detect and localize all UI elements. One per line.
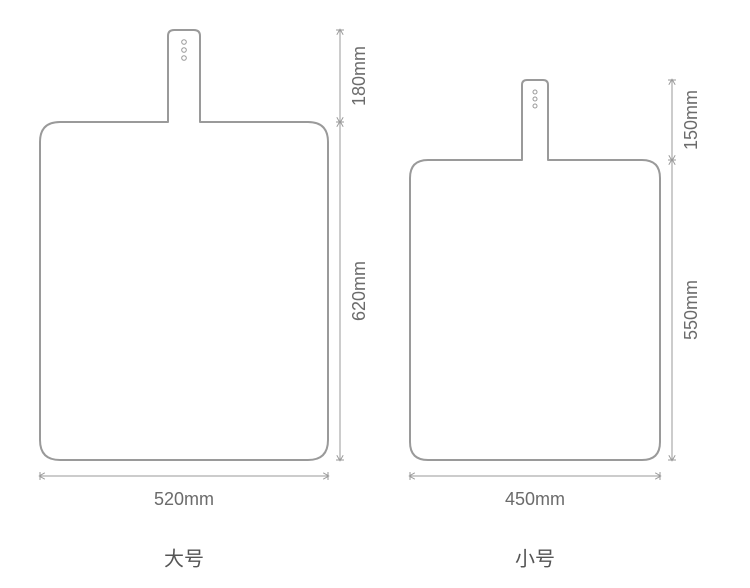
large-hole-0 — [182, 40, 187, 45]
small-hole-1 — [533, 97, 537, 101]
small-handle-dim-label: 150mm — [681, 90, 701, 150]
large-hole-2 — [182, 56, 187, 61]
large-hole-1 — [182, 48, 187, 53]
small-board-outline — [410, 80, 660, 460]
small-hole-2 — [533, 104, 537, 108]
large-board-outline — [40, 30, 328, 460]
dimension-diagram: 180mm 620mm 520mm 大号 150mm 550mm 450mm 小号 — [0, 0, 750, 588]
small-caption: 小号 — [515, 547, 555, 570]
large-caption: 大号 — [164, 547, 204, 570]
large-width-dim-label: 520mm — [154, 489, 214, 509]
small-width-dim-label: 450mm — [505, 489, 565, 509]
large-body-dim-label: 620mm — [349, 261, 369, 321]
small-body-dim-label: 550mm — [681, 280, 701, 340]
small-hole-0 — [533, 90, 537, 94]
large-handle-dim-label: 180mm — [349, 46, 369, 106]
